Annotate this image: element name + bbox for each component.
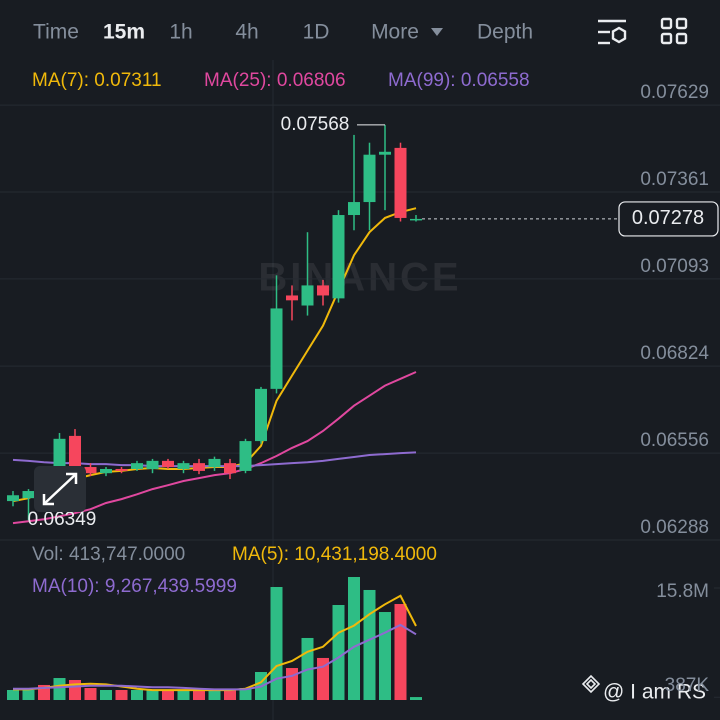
last-price-box — [618, 201, 719, 237]
volume-bar — [239, 688, 252, 700]
timeframe-tab[interactable]: 15m — [103, 21, 145, 44]
volume-bar — [348, 577, 360, 700]
timeframe-tab[interactable]: More — [371, 21, 419, 44]
candle-body — [22, 491, 35, 499]
candle-body — [208, 458, 221, 468]
candle-body — [317, 285, 329, 296]
candle-body — [332, 215, 345, 299]
legend-entry: MA(5): 10,431,198.4000 — [232, 544, 437, 565]
y-tick-label: 387K — [665, 675, 710, 696]
volume-bar — [208, 690, 221, 700]
volume-bar — [317, 657, 329, 700]
volume-bar — [363, 589, 376, 700]
volume-bar — [69, 680, 81, 700]
candle-body — [224, 463, 236, 474]
candle-body — [177, 463, 190, 469]
timeframe-tab[interactable]: Depth — [477, 21, 533, 44]
watermark: BINANCE — [258, 256, 461, 300]
volume-ma-line — [13, 623, 417, 691]
y-tick-label: 0.07093 — [640, 256, 709, 277]
volume-bar — [84, 688, 97, 700]
volume-bar — [146, 690, 159, 700]
chart-settings-icon[interactable] — [598, 19, 627, 45]
y-tick-label: 0.07361 — [640, 169, 709, 190]
more-caret — [431, 28, 443, 36]
volume-bar — [177, 690, 190, 700]
candle-body — [410, 218, 422, 221]
candle-body — [348, 202, 360, 216]
candle-body — [255, 388, 267, 442]
legend-entry: MA(10): 9,267,439.5999 — [32, 576, 237, 597]
min-label: 0.06349 — [28, 509, 97, 530]
credit-icon — [581, 674, 601, 694]
timeframe-tab[interactable]: 4h — [235, 21, 258, 44]
candle-body — [239, 441, 252, 471]
volume-bar — [53, 678, 66, 700]
volume-bar — [100, 690, 112, 700]
volume-bar — [270, 586, 283, 700]
y-tick-label: 0.07629 — [640, 82, 709, 103]
timeframe-tab[interactable]: Time — [33, 21, 79, 44]
layout-icon[interactable] — [660, 17, 688, 45]
volume-legend: Vol: 413,747.0000 — [32, 544, 185, 565]
volume-bar — [193, 690, 205, 700]
candle-body — [115, 468, 128, 471]
candle-body — [270, 308, 283, 389]
candle-body — [100, 468, 112, 474]
max-label: 0.07568 — [281, 114, 350, 135]
credit: @ I am RS — [603, 681, 706, 704]
timeframe-tab[interactable]: 1D — [303, 21, 330, 44]
legend-entry: MA(25): 0.06806 — [204, 70, 346, 91]
volume-bar — [379, 612, 391, 700]
volume-bar — [224, 690, 236, 700]
volume-bar — [7, 690, 19, 700]
candle-body — [379, 151, 391, 155]
candle-body — [146, 460, 159, 469]
candle-body — [301, 285, 314, 306]
candle-body — [363, 154, 376, 203]
expand-icon[interactable] — [34, 466, 86, 512]
y-tick-label: 0.06824 — [640, 343, 709, 364]
volume-bar — [162, 690, 174, 700]
candle-body — [394, 147, 407, 218]
y-tick-label: 0.06288 — [640, 517, 709, 538]
y-tick-label: 0.06556 — [640, 430, 709, 451]
volume-bar — [286, 668, 298, 700]
last-price-label: 0.07278 — [632, 207, 704, 229]
candle-body — [69, 435, 81, 467]
candle-body — [7, 495, 19, 502]
candle-body — [286, 295, 298, 301]
volume-bar — [410, 697, 422, 700]
candle-body — [162, 460, 174, 468]
y-tick-label: 15.8M — [656, 581, 709, 602]
volume-bar — [332, 605, 345, 700]
legend-entry: MA(7): 0.07311 — [32, 70, 162, 91]
volume-bar — [115, 690, 128, 700]
candle-body — [84, 467, 97, 474]
legend-entry: MA(99): 0.06558 — [388, 70, 530, 91]
volume-bar — [22, 690, 35, 700]
volume-bar — [131, 690, 143, 700]
timeframe-tab[interactable]: 1h — [169, 21, 192, 44]
volume-bar — [394, 604, 407, 700]
candle-body — [131, 463, 143, 469]
candle-body — [193, 463, 205, 471]
